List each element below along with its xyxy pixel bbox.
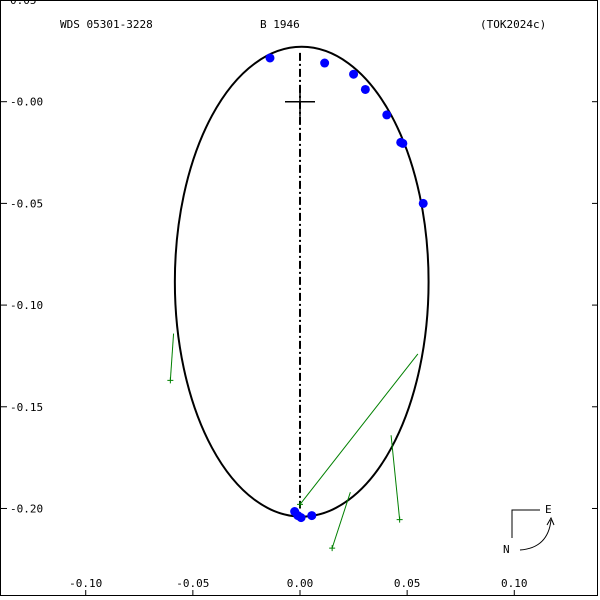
- observation-point-11: [307, 511, 317, 521]
- x-tick-label-4: 0.10: [501, 577, 528, 590]
- y-tick-label-1: -0.00: [10, 96, 43, 109]
- y-tick-label-3: -0.10: [10, 299, 43, 312]
- observation-point-2: [349, 69, 359, 79]
- x-tick-label-1: -0.05: [176, 577, 209, 590]
- compass-east-label: E: [545, 503, 552, 516]
- primary-star-cross: [285, 86, 315, 117]
- compass-arrow-icon: [519, 519, 552, 551]
- observation-point-1: [320, 58, 330, 68]
- header-right: (TOK2024c): [480, 18, 546, 31]
- header-center: B 1946: [260, 18, 300, 31]
- x-tick-label-0: -0.10: [69, 577, 102, 590]
- header-left: WDS 05301-3228: [60, 18, 153, 31]
- residuals-layer: [167, 333, 419, 552]
- compass: E N: [503, 503, 555, 556]
- residual-line-2: [390, 435, 401, 520]
- observation-point-0: [265, 53, 275, 63]
- x-tick-label-3: 0.05: [394, 577, 421, 590]
- observations-layer: [265, 53, 428, 523]
- observation-point-3: [360, 84, 370, 94]
- residual-point-2: [396, 516, 403, 523]
- primary-star-marker: [285, 86, 315, 117]
- compass-north-label: N: [503, 543, 510, 556]
- observation-point-10: [296, 513, 306, 523]
- y-tick-label-5: -0.20: [10, 502, 43, 515]
- y-tick-label-0: 0.05: [10, 0, 37, 7]
- compass-frame: [511, 509, 540, 538]
- observation-point-4: [382, 110, 392, 120]
- y-tick-label-4: -0.15: [10, 401, 43, 414]
- residual-point-0: [167, 377, 174, 384]
- residual-line-0: [169, 333, 175, 381]
- residual-point-1: [329, 545, 336, 552]
- observation-point-7: [418, 198, 428, 208]
- residual-line-1: [331, 492, 351, 549]
- compass-arrowhead-icon: [546, 516, 555, 526]
- x-tick-label-2: 0.00: [287, 577, 314, 590]
- residual-line-3: [299, 353, 419, 505]
- residual-point-3: [297, 501, 303, 508]
- observation-point-6: [398, 138, 408, 148]
- y-tick-label-2: -0.05: [10, 197, 43, 210]
